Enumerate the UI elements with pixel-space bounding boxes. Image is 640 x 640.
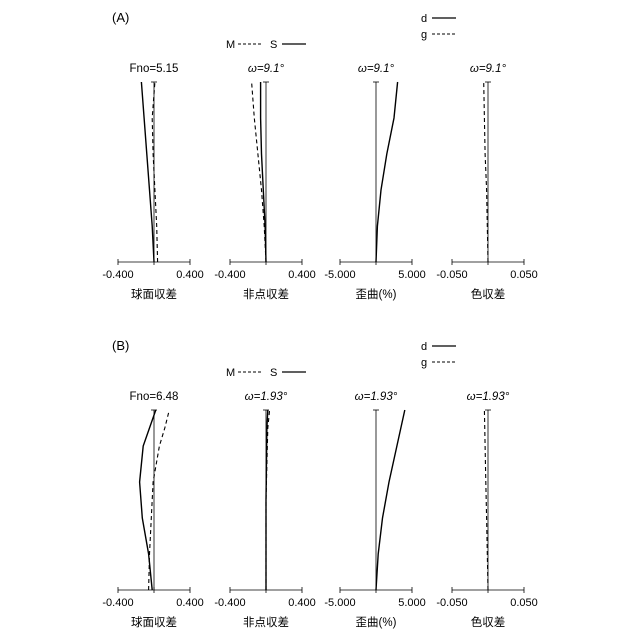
chart-4: ω=1.93° -0.050 0.050 色収差 [436,391,537,629]
chart-title: ω=9.1° [248,63,285,75]
tick-label: -0.400 [102,597,133,609]
series-d [141,82,154,262]
legend-s-label: S [270,39,277,51]
chart-title: ω=1.93° [467,391,510,403]
legend-dg: dg [421,341,456,369]
series-S [261,82,266,262]
tick-label: -0.400 [214,269,245,281]
legend-ms: MS [226,39,306,51]
series-S [266,410,268,590]
chart-title: Fno=6.48 [130,391,179,403]
legend-d-label: d [421,13,427,25]
chart-3: ω=9.1° -5.000 5.000歪曲(%) [324,63,425,301]
panel-a: (A) MSdgFno=5.15-0.4000.400球面収差ω=9.1°-0.… [102,10,537,301]
panel-b: (B) MSdgFno=6.48-0.4000.400球面収差ω=1.93°-0… [102,338,537,629]
legend-d-label: d [421,341,427,353]
series-distortion [376,82,398,262]
tick-label: -5.000 [324,597,355,609]
tick-label: 5.000 [398,597,426,609]
legend-m-label: M [226,367,235,379]
panel-label: (B) [112,338,129,353]
axis-label: 歪曲(%) [356,616,397,629]
axis-label: 非点収差 [243,287,289,301]
legend-dg: dg [421,13,456,41]
tick-label: -0.400 [214,597,245,609]
chart-2: ω=1.93° -0.400 0.400 非点収差 [214,391,315,629]
chart-title: ω=9.1° [470,63,507,75]
tick-label: -0.050 [436,269,467,281]
tick-label: -0.050 [436,597,467,609]
chart-title: Fno=5.15 [130,63,179,75]
tick-label: 0.400 [176,597,204,609]
series-distortion [376,410,405,590]
series-g [149,410,170,590]
tick-label: 0.400 [176,269,204,281]
tick-label: 0.050 [510,269,538,281]
series-d [140,410,156,590]
tick-label: 0.050 [510,597,538,609]
chart-2: ω=9.1° -0.400 0.400 非点収差 [214,63,315,301]
legend-g-label: g [421,29,427,41]
chart-title: ω=9.1° [358,63,395,75]
tick-label: 0.400 [288,597,316,609]
legend-m-label: M [226,39,235,51]
series-g [484,82,488,262]
tick-label: 0.400 [288,269,316,281]
panel-label: (A) [112,10,129,25]
axis-label: 色収差 [471,615,506,629]
chart-title: ω=1.93° [245,391,288,403]
chart-title: ω=1.93° [355,391,398,403]
axis-label: 球面収差 [131,615,177,629]
tick-label: 5.000 [398,269,426,281]
series-g [484,410,488,590]
chart-1: Fno=5.15 -0.400 0.400 球面収差 [102,63,203,301]
axis-label: 色収差 [471,287,506,301]
axis-label: 球面収差 [131,287,177,301]
legend-s-label: S [270,367,277,379]
axis-label: 非点収差 [243,615,289,629]
series-M [252,82,266,262]
chart-1: Fno=6.48 -0.400 0.400 球面収差 [102,391,203,629]
legend-g-label: g [421,357,427,369]
legend-ms: MS [226,367,306,379]
tick-label: -5.000 [324,269,355,281]
chart-3: ω=1.93° -5.000 5.000歪曲(%) [324,391,425,629]
axis-label: 歪曲(%) [356,288,397,301]
tick-label: -0.400 [102,269,133,281]
chart-4: ω=9.1° -0.050 0.050 色収差 [436,63,537,301]
